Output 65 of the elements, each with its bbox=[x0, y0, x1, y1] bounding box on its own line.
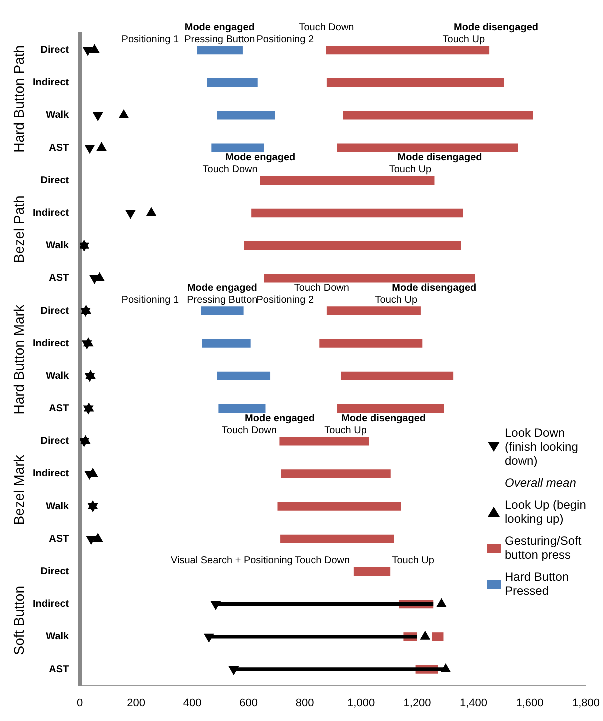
legend-label: Look Up (begin looking up) bbox=[505, 498, 588, 526]
annotation: Touch Up bbox=[375, 295, 418, 306]
annotation: Pressing Button bbox=[187, 295, 258, 306]
legend-label: Look Down (finish looking down) bbox=[505, 426, 580, 468]
annotation: Mode disengaged bbox=[392, 283, 477, 294]
y-tick-label: Walk bbox=[46, 240, 70, 252]
y-tick-label: Walk bbox=[46, 110, 70, 122]
annotation: Mode engaged bbox=[245, 413, 316, 424]
x-tick-label: 600 bbox=[240, 697, 258, 710]
annotation: Mode disengaged bbox=[454, 22, 538, 34]
annotation: Touch Down bbox=[202, 164, 258, 176]
x-tick-label: 1,200 bbox=[404, 697, 432, 710]
annotation: Touch Up bbox=[392, 556, 435, 567]
annotation: Mode engaged bbox=[184, 22, 255, 34]
x-tick-label: 1,000 bbox=[348, 697, 376, 710]
y-tick-label: AST bbox=[49, 534, 70, 545]
annotation: Touch Up bbox=[389, 164, 432, 176]
x-tick-label: 0 bbox=[77, 697, 84, 710]
legend-label: Gesturing/Soft button press bbox=[505, 534, 583, 562]
y-tick-label: Walk bbox=[46, 632, 70, 643]
y-tick-label: Walk bbox=[46, 501, 70, 512]
x-tick-label: 800 bbox=[296, 697, 314, 710]
annotation: Touch Down bbox=[222, 425, 277, 436]
annotation: Positioning 2 bbox=[256, 295, 314, 306]
annotation: Positioning 2 bbox=[256, 34, 314, 46]
x-tick-label: 1,600 bbox=[516, 697, 544, 710]
y-tick-label: AST bbox=[49, 664, 70, 676]
y-tick-label: Direct bbox=[40, 436, 70, 448]
y-tick-label: Indirect bbox=[32, 338, 70, 350]
text: Hard Button Path bbox=[10, 45, 27, 153]
annotation: Mode disengaged bbox=[342, 413, 426, 424]
y-tick-label: Indirect bbox=[32, 468, 70, 480]
annotation: Visual Search + Positioning bbox=[171, 556, 293, 567]
annotation: Pressing Button bbox=[184, 34, 256, 46]
x-tick-label: 1,400 bbox=[460, 697, 488, 710]
annotation: Touch Down bbox=[299, 22, 354, 34]
y-tick-label: AST bbox=[49, 404, 70, 415]
annotation: Touch Up bbox=[324, 425, 368, 436]
legend-label: Hard Button Pressed bbox=[505, 570, 570, 598]
y-tick-label: Indirect bbox=[32, 599, 70, 610]
y-tick-label: Direct bbox=[40, 175, 70, 186]
y-tick-label: AST bbox=[49, 273, 70, 284]
text: Bezel Mark bbox=[10, 454, 27, 526]
y-tick-label: Walk bbox=[46, 370, 70, 382]
annotation: Mode engaged bbox=[187, 283, 258, 294]
y-tick-label: Direct bbox=[40, 45, 70, 56]
annotation: Overall mean bbox=[505, 476, 578, 490]
y-tick-label: Direct bbox=[40, 306, 70, 317]
x-tick-label: 200 bbox=[127, 697, 146, 710]
annotation: Touch Down bbox=[294, 283, 350, 294]
y-tick-label: AST bbox=[49, 142, 70, 154]
y-tick-label: Indirect bbox=[32, 208, 70, 219]
annotation: Touch Down bbox=[295, 556, 350, 567]
annotation: Mode engaged bbox=[226, 152, 296, 164]
annotation: Positioning 1 bbox=[122, 34, 180, 46]
x-tick-label: 1,800 bbox=[572, 697, 600, 710]
annotation: Mode disengaged bbox=[398, 152, 482, 164]
text: Bezel Path bbox=[10, 196, 27, 264]
text: Hard Button Mark bbox=[10, 304, 27, 415]
y-tick-label: Direct bbox=[40, 566, 70, 578]
text: Soft Button bbox=[10, 586, 27, 656]
y-tick-label: Indirect bbox=[32, 78, 70, 89]
annotation: Touch Up bbox=[442, 34, 486, 46]
annotation: Positioning 1 bbox=[122, 295, 180, 306]
x-tick-label: 400 bbox=[183, 697, 202, 710]
